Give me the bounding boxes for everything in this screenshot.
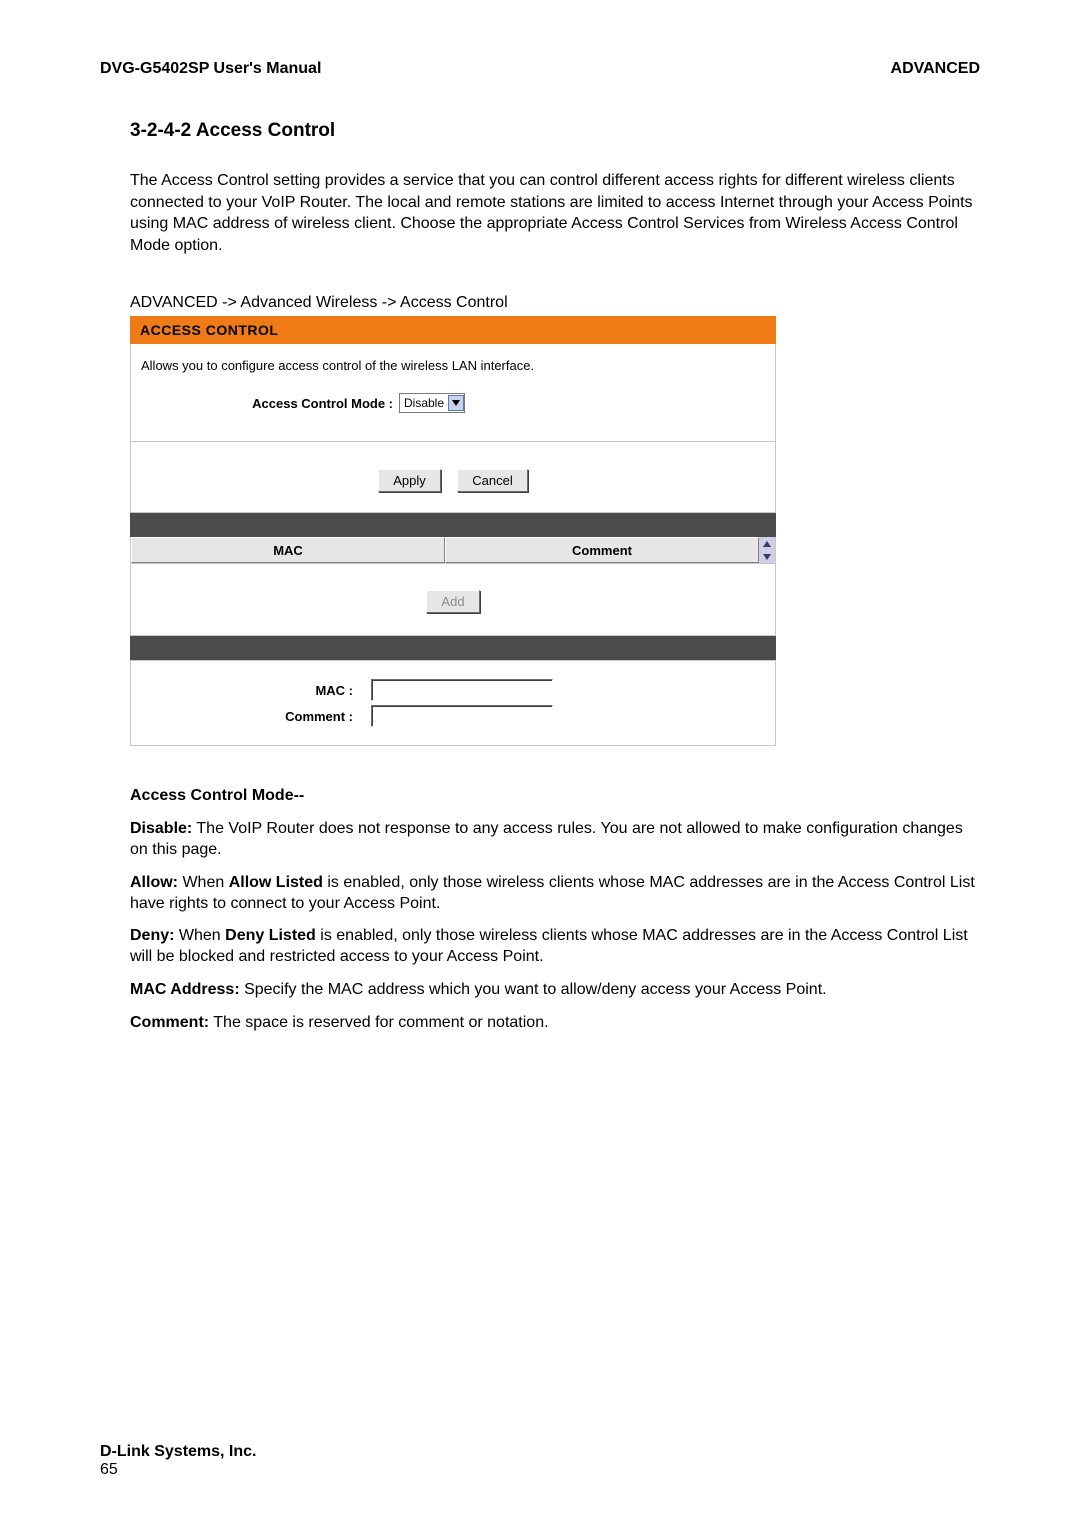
dropdown-arrow-icon bbox=[448, 395, 464, 411]
breadcrumb: ADVANCED -> Advanced Wireless -> Access … bbox=[130, 294, 980, 312]
comment-input[interactable] bbox=[371, 705, 553, 727]
scroll-down-icon bbox=[759, 550, 775, 563]
mode-dropdown[interactable]: Disable bbox=[399, 393, 465, 413]
cancel-button[interactable]: Cancel bbox=[457, 469, 527, 492]
explain-heading: Access Control Mode-- bbox=[130, 787, 304, 804]
mode-label: Access Control Mode : bbox=[131, 396, 399, 411]
explain-comment: Comment: The space is reserved for comme… bbox=[130, 1013, 980, 1034]
header-right: ADVANCED bbox=[891, 60, 980, 78]
mac-input-label: MAC : bbox=[131, 683, 371, 698]
apply-cancel-row: Apply Cancel bbox=[130, 441, 776, 513]
panel-config-section: Allows you to configure access control o… bbox=[130, 344, 776, 442]
header-left: DVG-G5402SP User's Manual bbox=[100, 60, 321, 78]
divider-bar-2 bbox=[130, 636, 776, 660]
panel-title: ACCESS CONTROL bbox=[130, 316, 776, 344]
add-button-row: Add bbox=[130, 564, 776, 636]
explanation-section: Access Control Mode-- Disable: The VoIP … bbox=[130, 786, 980, 1033]
intro-paragraph: The Access Control setting provides a se… bbox=[130, 170, 980, 256]
scrollbar-stub[interactable] bbox=[759, 537, 775, 563]
mode-field-row: Access Control Mode : Disable bbox=[131, 393, 775, 413]
divider-bar-1 bbox=[130, 513, 776, 537]
panel-description: Allows you to configure access control o… bbox=[131, 344, 775, 393]
column-header-comment: Comment bbox=[445, 537, 759, 563]
explain-allow: Allow: When Allow Listed is enabled, onl… bbox=[130, 873, 980, 915]
entry-form: MAC : Comment : bbox=[130, 660, 776, 746]
scroll-up-icon bbox=[759, 537, 775, 550]
footer-page-number: 65 bbox=[100, 1461, 257, 1479]
section-title: 3-2-4-2 Access Control bbox=[130, 120, 980, 142]
add-button[interactable]: Add bbox=[426, 590, 479, 613]
table-header-row: MAC Comment bbox=[131, 537, 775, 563]
access-control-panel: ACCESS CONTROL Allows you to configure a… bbox=[130, 316, 776, 746]
mac-input[interactable] bbox=[371, 679, 553, 701]
page-header: DVG-G5402SP User's Manual ADVANCED bbox=[100, 60, 980, 78]
page-footer: D-Link Systems, Inc. 65 bbox=[100, 1443, 257, 1479]
mac-input-row: MAC : bbox=[131, 679, 775, 701]
mode-dropdown-value: Disable bbox=[404, 396, 444, 410]
explain-mac: MAC Address: Specify the MAC address whi… bbox=[130, 980, 980, 1001]
apply-button[interactable]: Apply bbox=[378, 469, 441, 492]
column-header-mac: MAC bbox=[131, 537, 445, 563]
comment-input-row: Comment : bbox=[131, 705, 775, 727]
explain-deny: Deny: When Deny Listed is enabled, only … bbox=[130, 926, 980, 968]
comment-input-label: Comment : bbox=[131, 709, 371, 724]
footer-company: D-Link Systems, Inc. bbox=[100, 1443, 257, 1461]
explain-disable: Disable: The VoIP Router does not respon… bbox=[130, 819, 980, 861]
